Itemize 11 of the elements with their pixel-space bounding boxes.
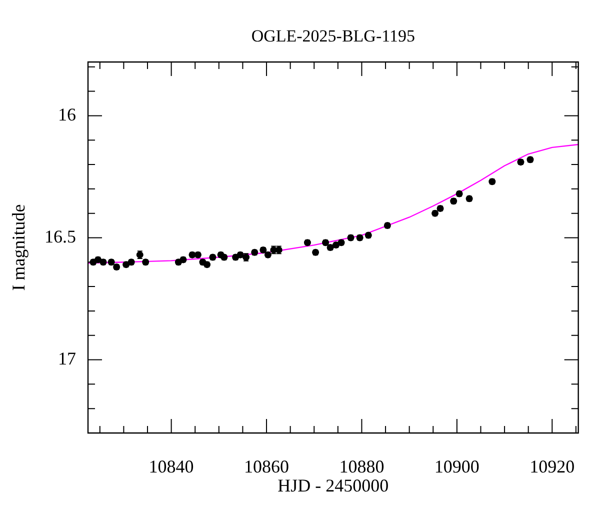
- x-tick-label: 10880: [339, 456, 384, 477]
- chart-title: OGLE-2025-BLG-1195: [251, 26, 416, 46]
- x-tick-label: 10840: [148, 456, 194, 477]
- y-tick-label: 16.5: [44, 226, 76, 246]
- x-tick-label: 10860: [244, 456, 290, 477]
- x-tick-label: 10920: [530, 456, 575, 477]
- x-axis-title: HJD - 2450000: [278, 476, 389, 496]
- x-tick-label: 10900: [434, 456, 480, 477]
- y-tick-label: 16: [58, 104, 76, 124]
- y-axis-title: I magnitude: [8, 204, 29, 291]
- y-tick-label: 17: [58, 348, 76, 369]
